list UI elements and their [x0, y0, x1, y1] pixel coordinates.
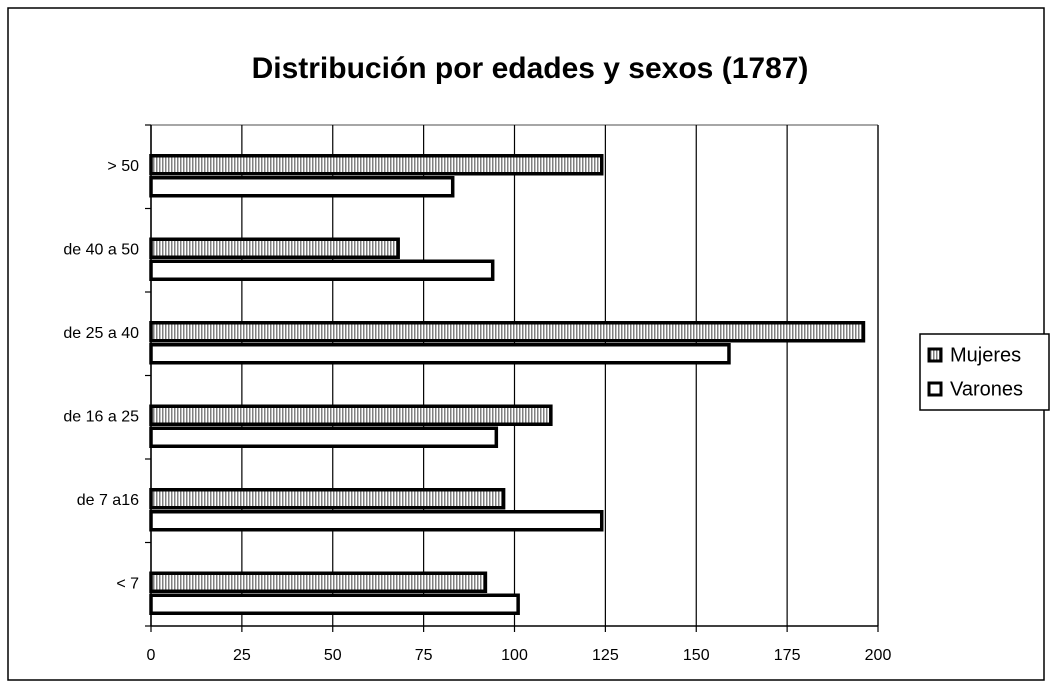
bar	[149, 176, 455, 198]
y-tick-label: de 16 a 25	[63, 408, 139, 425]
x-tick-label: 0	[147, 647, 156, 664]
legend-box	[919, 333, 1050, 411]
y-tick-label: de 25 a 40	[63, 325, 139, 342]
bar	[149, 321, 866, 343]
bar	[149, 154, 604, 176]
bar	[149, 426, 499, 448]
legend: Mujeres Varones	[919, 333, 1050, 411]
bar	[149, 488, 506, 510]
bar	[149, 571, 488, 593]
y-tick-label: de 40 a 50	[63, 241, 139, 258]
bar	[149, 259, 495, 281]
legend-label: Varones	[950, 378, 1023, 400]
bar	[149, 404, 553, 426]
legend-swatch	[927, 381, 943, 397]
y-tick-label: > 50	[107, 158, 139, 175]
chart-title: Distribución por edades y sexos (1787)	[252, 52, 809, 85]
x-tick-label: 125	[592, 647, 619, 664]
x-tick-label: 200	[865, 647, 892, 664]
bar	[149, 510, 604, 532]
bar	[149, 237, 400, 259]
legend-label: Mujeres	[950, 344, 1021, 366]
bar	[149, 593, 520, 615]
x-tick-label: 50	[324, 647, 342, 664]
x-tick-label: 25	[233, 647, 251, 664]
legend-swatch	[927, 347, 943, 363]
y-tick-label: < 7	[116, 575, 139, 592]
x-tick-label: 175	[774, 647, 801, 664]
x-tick-label: 75	[415, 647, 433, 664]
bar	[149, 343, 731, 365]
y-tick-label: de 7 a16	[77, 492, 139, 509]
x-tick-label: 100	[501, 647, 528, 664]
x-tick-label: 150	[683, 647, 710, 664]
